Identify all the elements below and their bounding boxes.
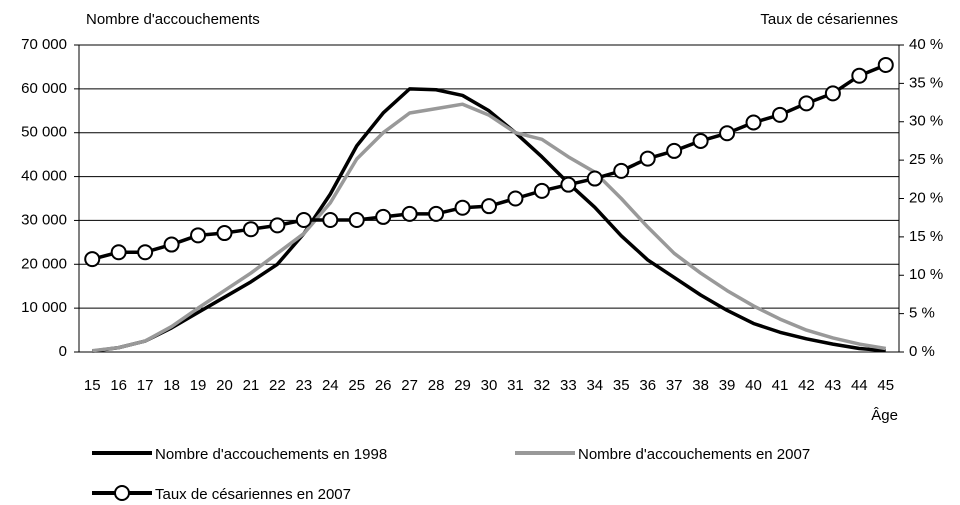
point [269, 217, 286, 234]
x-tick-label: 17 [137, 377, 154, 394]
y-tick-label: 10 000 [21, 299, 67, 316]
point [110, 244, 127, 261]
x-tick-label: 37 [666, 377, 683, 394]
point [692, 132, 709, 149]
y-axis-label: Nombre d'accouchements [86, 11, 260, 28]
y-tick-label: 0 [59, 343, 67, 360]
x-axis-label: Âge [871, 407, 898, 424]
y-tick-label: 20 000 [21, 255, 67, 272]
x-tick-label: 30 [481, 377, 498, 394]
legend-label: Nombre d'accouchements en 1998 [155, 446, 387, 463]
y-tick-label: 60 000 [21, 80, 67, 97]
y2-tick-label: 0 % [909, 343, 935, 360]
y-tick-label: 30 000 [21, 211, 67, 228]
point [242, 221, 259, 238]
y-tick-label: 40 000 [21, 168, 67, 185]
point [216, 225, 233, 242]
x-tick-label: 28 [428, 377, 445, 394]
point [481, 198, 497, 215]
point [666, 142, 683, 159]
point [877, 56, 894, 73]
x-tick-label: 21 [243, 377, 260, 394]
x-tick-label: 26 [375, 377, 392, 394]
x-tick-label: 32 [534, 377, 551, 394]
x-tick-label: 29 [454, 377, 471, 394]
y2-tick-label: 35 % [909, 74, 943, 91]
x-tick-label: 36 [639, 377, 656, 394]
x-tick-label: 41 [772, 377, 789, 394]
point [639, 150, 656, 167]
legend-label: Nombre d'accouchements en 2007 [578, 446, 810, 463]
point [163, 236, 180, 253]
point [771, 106, 788, 123]
y2-tick-label: 40 % [909, 36, 943, 53]
point [428, 205, 445, 222]
x-tick-label: 39 [719, 377, 736, 394]
point [824, 85, 841, 102]
x-tick-label: 43 [825, 377, 842, 394]
y2-axis-label: Taux de césariennes [760, 11, 898, 28]
series-line [91, 87, 886, 353]
point [454, 199, 471, 216]
point [533, 182, 550, 199]
y2-tick-label: 30 % [909, 113, 943, 130]
x-tick-label: 25 [348, 377, 365, 394]
series-line [92, 102, 887, 353]
point [322, 211, 339, 228]
x-tick-label: 15 [84, 377, 101, 394]
x-tick-label: 35 [613, 377, 630, 394]
x-tick-label: 18 [163, 377, 180, 394]
y2-tick-label: 25 % [909, 151, 943, 168]
point [745, 114, 762, 131]
x-tick-label: 31 [507, 377, 524, 394]
point [190, 227, 207, 244]
point [851, 67, 868, 84]
point [295, 211, 312, 228]
x-tick-label: 27 [401, 377, 418, 394]
point [84, 251, 101, 268]
point [798, 95, 815, 112]
x-tick-label: 38 [692, 377, 709, 394]
x-tick-label: 33 [560, 377, 577, 394]
point [507, 190, 524, 207]
x-tick-label: 42 [798, 377, 815, 394]
point [137, 244, 154, 261]
x-tick-label: 19 [190, 377, 207, 394]
x-tick-label: 45 [877, 377, 894, 394]
x-tick-label: 24 [322, 377, 339, 394]
y2-tick-label: 10 % [909, 266, 943, 283]
point [375, 208, 392, 225]
y-tick-label: 70 000 [21, 36, 67, 53]
point [586, 170, 603, 187]
point [401, 205, 418, 222]
point [613, 162, 630, 179]
point [719, 125, 736, 142]
y2-tick-label: 5 % [909, 305, 935, 322]
x-tick-label: 16 [110, 377, 127, 394]
x-tick-label: 40 [745, 377, 762, 394]
legend-marker [114, 485, 130, 501]
x-tick-label: 20 [216, 377, 233, 394]
x-tick-label: 44 [851, 377, 868, 394]
y2-tick-label: 15 % [909, 228, 943, 245]
point [560, 176, 577, 193]
point [348, 211, 365, 228]
series-line [91, 63, 887, 261]
y-tick-label: 50 000 [21, 124, 67, 141]
x-tick-label: 34 [586, 377, 603, 394]
x-tick-label: 23 [295, 377, 312, 394]
x-tick-label: 22 [269, 377, 286, 394]
y2-tick-label: 20 % [909, 189, 943, 206]
legend-label: Taux de césariennes en 2007 [155, 486, 351, 503]
